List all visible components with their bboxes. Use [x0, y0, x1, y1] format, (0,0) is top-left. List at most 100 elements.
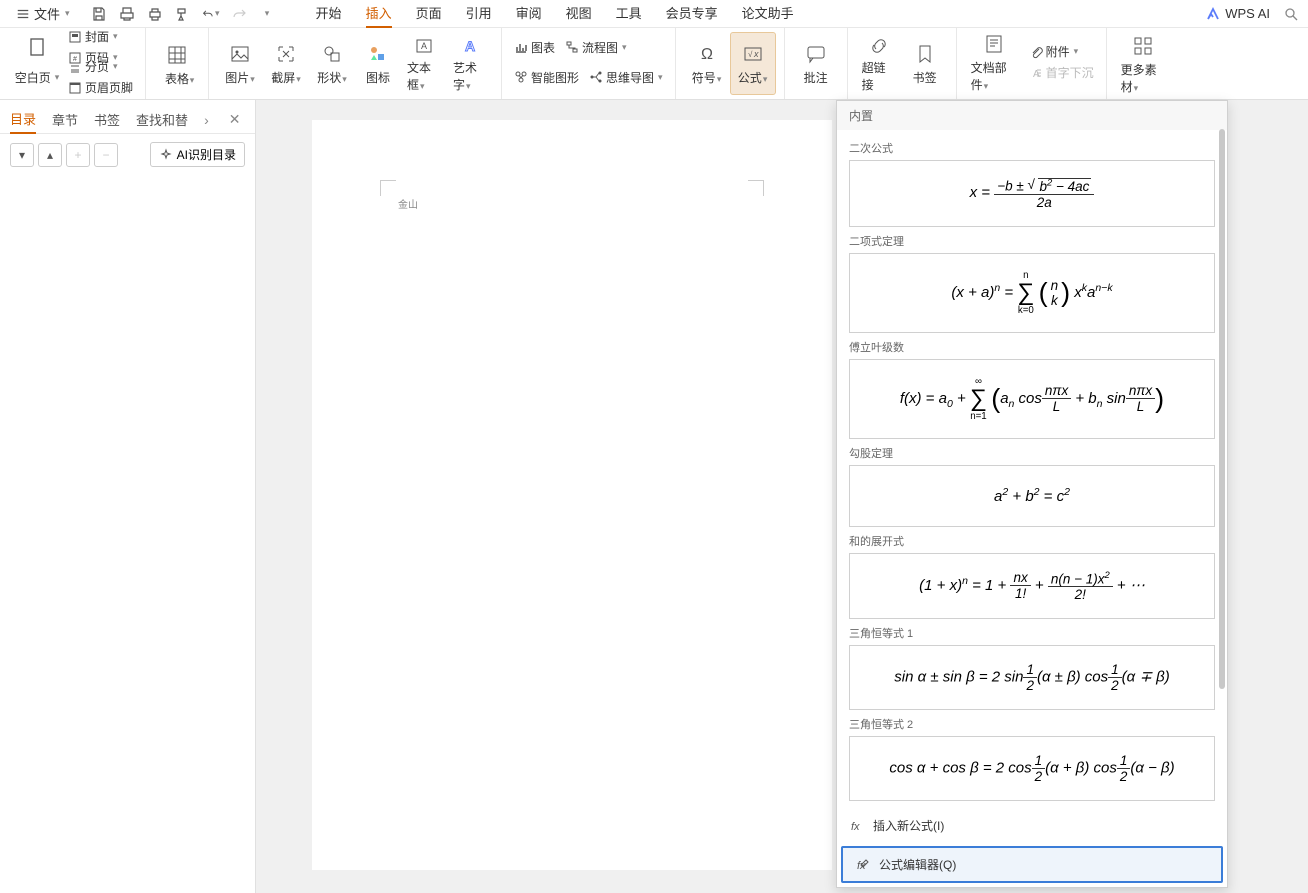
wordart-icon: A: [457, 35, 483, 57]
formula-icon: √x: [740, 41, 766, 67]
ribbon-group-symbols: Ω符号▾ √x公式▾: [676, 28, 785, 99]
formula-binomial[interactable]: (x + a)n = n∑k=0 (nk) xkan−k: [849, 253, 1215, 333]
screenshot-button[interactable]: 截屏▾: [263, 32, 309, 95]
bookmark-icon: [912, 41, 938, 67]
formula-label: 三角恒等式 2: [849, 716, 1215, 732]
sp-tab-bookmark[interactable]: 书签: [94, 106, 120, 133]
symbol-button[interactable]: Ω符号▾: [684, 32, 730, 95]
comment-button[interactable]: 批注: [793, 37, 839, 90]
quick-access-toolbar: ▾ ▾: [90, 5, 276, 23]
collapse-button[interactable]: ▾: [10, 143, 34, 167]
more-elements-button[interactable]: 更多素材▾: [1115, 29, 1171, 99]
image-button[interactable]: 图片▾: [217, 32, 263, 95]
icon-icon: [365, 41, 391, 67]
print-icon[interactable]: [146, 5, 164, 23]
insert-new-formula-button[interactable]: fx 插入新公式(I): [837, 809, 1227, 842]
header-footer-button[interactable]: 页眉页脚: [64, 77, 137, 98]
side-panel-controls: ▾ ▴ + − AI识别目录: [0, 134, 255, 175]
remove-button[interactable]: −: [94, 143, 118, 167]
tab-review[interactable]: 审阅: [516, 0, 542, 28]
formula-button[interactable]: √x公式▾: [730, 32, 776, 95]
textbox-icon: A: [411, 35, 437, 57]
tab-reference[interactable]: 引用: [466, 0, 492, 28]
icon-button[interactable]: 图标: [355, 32, 401, 95]
table-button[interactable]: 表格▾: [154, 38, 200, 90]
smart-graphic-button[interactable]: 智能图形: [510, 67, 583, 88]
expand-button[interactable]: ▴: [38, 143, 62, 167]
tab-page[interactable]: 页面: [416, 0, 442, 28]
smart-graphic-icon: [514, 70, 528, 84]
redo-icon[interactable]: [230, 5, 248, 23]
formula-taylor[interactable]: (1 + x)n = 1 + nx1! + n(n − 1)x22! + ⋯: [849, 553, 1215, 620]
cover-button[interactable]: 封面▾: [64, 26, 122, 47]
chart-icon: [514, 40, 528, 54]
cover-icon: [68, 30, 82, 44]
bookmark-button[interactable]: 书签: [902, 32, 948, 95]
tab-start[interactable]: 开始: [316, 0, 342, 28]
sp-tab-chapter[interactable]: 章节: [52, 106, 78, 133]
chart-button[interactable]: 图表: [510, 37, 559, 58]
formula-trig1[interactable]: sin α ± sin β = 2 sin12(α ± β) cos12(α ∓…: [849, 645, 1215, 710]
hamburger-icon: [16, 7, 30, 21]
formula-editor-icon: fx: [855, 857, 871, 873]
mindmap-icon: [589, 70, 603, 84]
formula-quadratic[interactable]: x = −b ± b2 − 4ac2a: [849, 160, 1215, 227]
ribbon-group-pages: 封面▾ #页码▾ 空白页▾ 分页▾ 页眉页脚: [4, 28, 146, 99]
chevron-down-icon[interactable]: ▾: [258, 5, 276, 23]
wordart-button[interactable]: A艺术字▾: [447, 32, 493, 95]
blank-page-label[interactable]: 空白页▾: [12, 67, 62, 88]
undo-icon[interactable]: ▾: [202, 5, 220, 23]
hyperlink-button[interactable]: 超链接: [856, 32, 902, 95]
doc-parts-icon: [981, 31, 1007, 57]
tab-view[interactable]: 视图: [566, 0, 592, 28]
sp-tab-find[interactable]: 查找和替: [136, 106, 188, 133]
formula-label: 二次公式: [849, 140, 1215, 156]
side-panel: 目录 章节 书签 查找和替 › ✕ ▾ ▴ + − AI识别目录: [0, 100, 256, 893]
formula-trig2[interactable]: cos α + cos β = 2 cos12(α + β) cos12(α −…: [849, 736, 1215, 801]
header-footer-icon: [68, 81, 82, 95]
tab-insert[interactable]: 插入: [366, 0, 392, 28]
doc-parts-button[interactable]: 文档部件▾: [965, 27, 1023, 97]
mindmap-button[interactable]: 思维导图▾: [585, 67, 667, 88]
flowchart-button[interactable]: 流程图▾: [561, 37, 631, 58]
formula-fourier[interactable]: f(x) = a0 + ∞∑n=1 (an cosnπxL + bn sinnπ…: [849, 359, 1215, 439]
formula-dropdown-header: 内置: [837, 101, 1227, 130]
tab-thesis[interactable]: 论文助手: [742, 0, 794, 28]
save-icon[interactable]: [90, 5, 108, 23]
ribbon-group-table: 表格▾: [146, 28, 209, 99]
shape-button[interactable]: 形状▾: [309, 32, 355, 95]
section-button[interactable]: 分页▾: [64, 56, 137, 77]
tab-member[interactable]: 会员专享: [666, 0, 718, 28]
search-icon[interactable]: [1282, 5, 1300, 23]
format-painter-icon[interactable]: [174, 5, 192, 23]
chevron-right-icon[interactable]: ›: [204, 112, 209, 128]
close-icon[interactable]: ✕: [229, 111, 241, 128]
sp-tab-toc[interactable]: 目录: [10, 105, 36, 134]
formula-pythagorean[interactable]: a2 + b2 = c2: [849, 465, 1215, 527]
chevron-down-icon: ▾: [65, 8, 70, 19]
ai-toc-button[interactable]: AI识别目录: [150, 142, 245, 167]
textbox-button[interactable]: A文本框▾: [401, 32, 447, 95]
print-preview-icon[interactable]: [118, 5, 136, 23]
add-button[interactable]: +: [66, 143, 90, 167]
formula-editor-button[interactable]: fx 公式编辑器(Q): [841, 846, 1223, 883]
formula-list: 二次公式 x = −b ± b2 − 4ac2a 二项式定理 (x + a)n …: [837, 130, 1227, 809]
attachment-button[interactable]: 附件▾: [1025, 41, 1098, 62]
hyperlink-icon: [866, 35, 892, 57]
tab-tools[interactable]: 工具: [616, 0, 642, 28]
svg-text:x: x: [753, 49, 759, 59]
page-header-text: 金山: [398, 196, 418, 211]
scrollbar-thumb[interactable]: [1219, 129, 1225, 689]
wps-ai-button[interactable]: WPS AI: [1205, 6, 1270, 22]
attachment-icon: [1029, 45, 1043, 59]
file-menu-button[interactable]: 文件 ▾: [8, 2, 78, 25]
svg-text:√: √: [748, 50, 753, 59]
blank-page-button[interactable]: [12, 30, 62, 64]
document-page[interactable]: 金山: [312, 120, 832, 870]
scrollbar[interactable]: [1219, 129, 1225, 729]
formula-fx-icon: fx: [849, 818, 865, 834]
flowchart-icon: [565, 40, 579, 54]
section-icon: [68, 60, 82, 74]
menubar: 文件 ▾ ▾ ▾ 开始 插入 页面 引用 审阅 视图 工具 会员专享 论文助手 …: [0, 0, 1308, 28]
dropcap-button[interactable]: A首字下沉: [1025, 62, 1098, 83]
